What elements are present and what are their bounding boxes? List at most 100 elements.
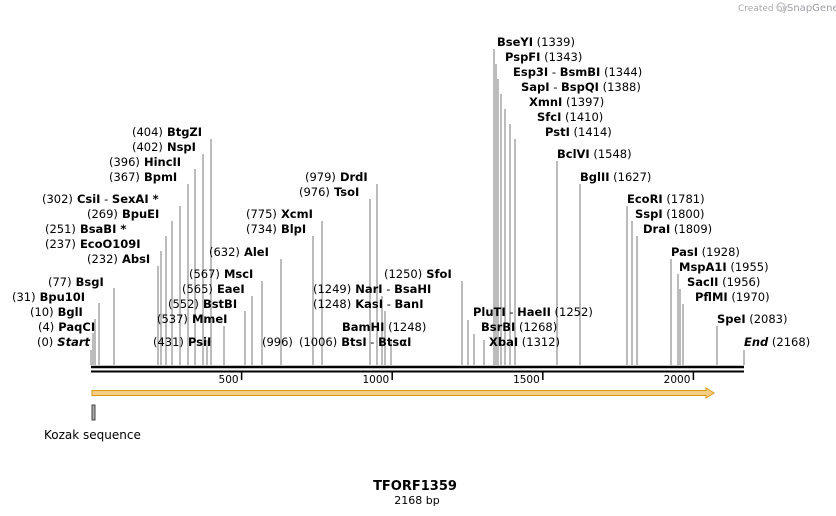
site-label[interactable]: (567) MscI [189,267,253,281]
ruler-tick-label: 1500 [513,374,540,386]
enzyme-name: BsaBI * [76,222,126,236]
site-position: (1006) [299,335,337,349]
enzyme-name: BglII [580,170,610,184]
site-label[interactable]: (996) [262,335,293,349]
site-label[interactable]: (976) TsoI [299,185,359,199]
brand-created-by: Created by [738,4,788,14]
site-position: (2168) [768,335,810,349]
enzyme-name: XcmI [277,207,313,221]
enzyme-name: PstI [545,125,570,139]
enzyme-name: PspFI [505,50,540,64]
enzyme-name: PflMI [695,290,728,304]
site-label[interactable]: Esp3I - BsmBI (1344) [513,65,642,79]
site-position: (1344) [600,65,642,79]
enzyme-name: PasI [671,245,698,259]
feature-kozak[interactable]: Kozak sequence [44,404,141,442]
site-label[interactable]: (237) EcoO109I [45,237,141,251]
site-position: (1410) [561,110,603,124]
site-position: (402) [132,140,163,154]
enzyme-name: BsrBI [481,320,515,334]
site-label[interactable]: SacII (1956) [687,275,760,289]
site-position: (31) [12,290,36,304]
site-position: (1343) [540,50,582,64]
site-label[interactable]: SpeI (2083) [717,312,788,326]
enzyme-name: XbaI [489,335,518,349]
site-label[interactable]: BseYI (1339) [497,35,575,49]
site-position: (302) [42,192,73,206]
kozak-feature-box[interactable] [91,404,96,421]
site-label[interactable]: (775) XcmI [246,207,313,221]
orf-feature-arrow[interactable] [91,387,715,399]
enzyme-name: BglI [54,305,83,319]
site-separator: - [383,282,394,296]
site-label[interactable]: BsrBI (1268) [481,320,557,334]
enzyme-name: XmnI [529,95,562,109]
enzyme-name: DraI [643,222,670,236]
site-label[interactable]: PluTI - HaeII (1252) [473,305,593,319]
site-position: (1955) [727,260,769,274]
site-label[interactable]: (0) Start [37,335,91,349]
site-label[interactable]: SapI - BspQI (1388) [521,80,641,94]
site-label[interactable]: BglII (1627) [580,170,651,184]
site-label[interactable]: (367) BpmI [109,170,177,184]
enzyme-name: SfcI [537,110,561,124]
enzyme-name: PsiI [184,335,211,349]
site-label[interactable]: MspA1I (1955) [679,260,769,274]
enzyme-name: BsaHI [394,282,431,296]
site-label[interactable]: (1249) NarI - BsaHI [313,282,431,296]
site-label[interactable]: (232) AbsI [87,252,150,266]
site-label[interactable]: PstI (1414) [545,125,612,139]
site-label[interactable]: (251) BsaBI * [45,222,126,236]
site-position: (979) [305,170,336,184]
site-label[interactable]: (552) BstBI [168,297,237,311]
site-position: (1781) [663,192,705,206]
site-label[interactable]: (10) BglI [30,305,83,319]
site-label[interactable]: EcoRI (1781) [627,192,705,206]
site-label[interactable]: (396) HincII [109,155,181,169]
site-label[interactable]: (4) PaqCI [38,320,95,334]
brand-app-name: SnapGene [787,3,836,14]
enzyme-name: SspI [635,207,663,221]
site-position: (1548) [590,147,632,161]
site-position: (1414) [570,125,612,139]
site-label[interactable]: (734) BlpI [246,222,306,236]
ruler-tick-label: 1000 [362,374,389,386]
site-position: (1627) [610,170,652,184]
site-label[interactable]: BclVI (1548) [557,147,632,161]
site-label[interactable]: (404) BtgZI [132,125,202,139]
site-label[interactable]: SfcI (1410) [537,110,603,124]
site-label[interactable]: (431) PsiI [153,335,211,349]
map-length: 2168 bp [394,494,439,507]
site-label[interactable]: PflMI (1970) [695,290,770,304]
site-label[interactable]: (77) BsgI [48,275,104,289]
site-label[interactable]: DraI (1809) [643,222,712,236]
site-position: (1800) [663,207,705,221]
site-label[interactable]: BamHI (1248) [342,320,426,334]
site-label[interactable]: PasI (1928) [671,245,740,259]
site-label[interactable]: (565) EaeI [182,282,245,296]
enzyme-name: BpmI [140,170,177,184]
site-position: (4) [38,320,54,334]
enzyme-name: BsmBI [560,65,601,79]
site-label[interactable]: (979) DrdI [305,170,368,184]
site-label[interactable]: (632) AleI [209,245,269,259]
site-label[interactable]: (1006) BtsI - BtsαI [299,335,411,349]
site-position: (1312) [518,335,560,349]
site-position: (251) [45,222,76,236]
site-label[interactable]: PspFI (1343) [505,50,582,64]
enzyme-name: AleI [240,245,269,259]
site-label[interactable]: SspI (1800) [635,207,705,221]
site-label[interactable]: (1248) KasI - BanI [313,297,424,311]
site-label[interactable]: (402) NspI [132,140,196,154]
site-position: (404) [132,125,163,139]
enzyme-name: SpeI [717,312,746,326]
site-label[interactable]: (1250) SfoI [384,267,452,281]
site-label[interactable]: (31) Bpu10I [12,290,85,304]
site-label[interactable]: (302) CsiI - SexAI * [42,192,159,206]
site-label[interactable]: (269) BpuEI [87,207,159,221]
site-label[interactable]: (537) MmeI [157,312,227,326]
site-label[interactable]: End (2168) [744,335,810,349]
feature-orf[interactable] [91,387,715,399]
site-label[interactable]: XmnI (1397) [529,95,604,109]
site-label[interactable]: XbaI (1312) [489,335,560,349]
